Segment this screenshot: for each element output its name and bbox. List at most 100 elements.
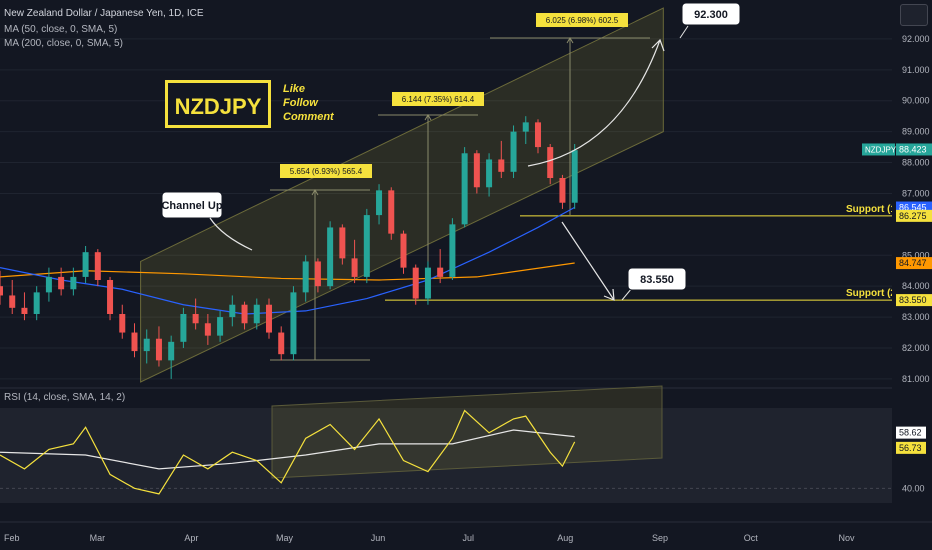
price-tag: 88.423 bbox=[899, 144, 927, 154]
candle-body bbox=[107, 280, 114, 314]
rsi-legend[interactable]: RSI (14, close, SMA, 14, 2) bbox=[4, 392, 126, 403]
candle-body bbox=[155, 338, 162, 361]
support1-label: Support (1) bbox=[846, 204, 899, 215]
candle-body bbox=[180, 314, 187, 342]
candle-body bbox=[265, 304, 272, 333]
price-tag: 86.545 bbox=[899, 203, 927, 213]
target-high-box bbox=[681, 2, 741, 26]
price-tick: 91.000 bbox=[902, 65, 930, 75]
candle-body bbox=[0, 286, 3, 296]
candle-body bbox=[94, 252, 101, 280]
channel-up-zone bbox=[140, 7, 664, 383]
candle-body bbox=[119, 314, 126, 333]
candle-body bbox=[498, 159, 505, 172]
candle-body bbox=[229, 304, 236, 318]
measure3-label: 6.025 (6.98%) 602.5 bbox=[546, 16, 619, 25]
candle-body bbox=[143, 338, 150, 352]
target-high-text: 92.300 bbox=[694, 9, 728, 21]
candle-body bbox=[363, 215, 370, 277]
rsi-signal-line bbox=[0, 429, 575, 470]
ma50-line bbox=[0, 206, 575, 315]
time-tick: Sep bbox=[652, 533, 668, 543]
candle-body bbox=[70, 276, 77, 290]
price-tick: 84.000 bbox=[902, 281, 930, 291]
candle-body bbox=[522, 122, 529, 132]
candle-body bbox=[192, 314, 199, 324]
candle-body bbox=[131, 332, 138, 352]
candle-body bbox=[437, 267, 444, 277]
rsi-tag: 56.73 bbox=[899, 443, 922, 453]
measure2-label: 6.144 (7.35%) 614.4 bbox=[402, 95, 475, 104]
symbol-tag-bg bbox=[862, 143, 895, 156]
candle-body bbox=[21, 307, 28, 314]
support2-label: Support (2) bbox=[846, 288, 899, 299]
candle-body bbox=[461, 153, 468, 225]
candle-body bbox=[339, 227, 346, 259]
badge-side-like: Like bbox=[283, 83, 305, 95]
candle-body bbox=[510, 131, 517, 172]
rsi-line bbox=[0, 409, 576, 495]
time-tick: May bbox=[276, 533, 294, 543]
candle-body bbox=[559, 178, 566, 203]
symbol-title: New Zealand Dollar / Japanese Yen, 1D, I… bbox=[4, 8, 204, 19]
candle-body bbox=[473, 153, 480, 188]
candle-body bbox=[204, 323, 211, 336]
price-tag-bg bbox=[896, 143, 932, 156]
price-tick: 87.000 bbox=[902, 188, 930, 198]
price-tag: 83.550 bbox=[899, 295, 927, 305]
time-tick: Apr bbox=[184, 533, 198, 543]
rsi-band bbox=[0, 408, 892, 503]
price-tick: 85.000 bbox=[902, 250, 930, 260]
price-tag-bg bbox=[896, 257, 932, 270]
candle-body bbox=[217, 317, 224, 336]
price-tick: 89.000 bbox=[902, 127, 930, 137]
candle-body bbox=[9, 295, 16, 308]
grid bbox=[0, 38, 892, 380]
channel-up-pointer bbox=[209, 217, 253, 251]
ma200-legend[interactable]: MA (200, close, 0, SMA, 5) bbox=[4, 38, 123, 49]
candle-body bbox=[388, 190, 395, 234]
candle-body bbox=[547, 147, 554, 178]
time-tick: Nov bbox=[838, 533, 855, 543]
time-tick: Feb bbox=[4, 533, 20, 543]
time-tick: Oct bbox=[744, 533, 759, 543]
candle-body bbox=[45, 276, 52, 293]
badge-side-follow: Follow bbox=[283, 97, 319, 109]
rsi-tag-bg bbox=[896, 426, 926, 439]
price-tick: 92.000 bbox=[902, 34, 930, 44]
candle-body bbox=[486, 159, 493, 188]
candles bbox=[0, 116, 578, 379]
time-tick: Jul bbox=[463, 533, 475, 543]
price-axis bbox=[892, 0, 932, 550]
price-tick: 81.000 bbox=[902, 374, 930, 384]
price-tick: 83.000 bbox=[902, 312, 930, 322]
candle-body bbox=[449, 224, 456, 277]
measure1-arrow bbox=[311, 189, 319, 196]
measure2-label-bg bbox=[392, 92, 484, 106]
layout-button[interactable] bbox=[900, 4, 928, 26]
candle-body bbox=[278, 332, 285, 355]
measure3-label-bg bbox=[536, 13, 628, 27]
candle-body bbox=[424, 267, 431, 299]
ma50-legend[interactable]: MA (50, close, 0, SMA, 5) bbox=[4, 24, 118, 35]
candle-body bbox=[571, 150, 578, 203]
candle-body bbox=[412, 267, 419, 299]
rsi-tag-bg bbox=[896, 441, 926, 454]
price-tag: 84.747 bbox=[899, 258, 927, 268]
price-tick: 90.000 bbox=[902, 96, 930, 106]
channel-up-callout-text: Channel Up bbox=[161, 200, 222, 212]
target-high-leader bbox=[679, 25, 689, 39]
rsi-channel-zone bbox=[271, 385, 663, 479]
candle-body bbox=[253, 304, 260, 324]
badge-text: NZDJPY bbox=[175, 94, 262, 119]
measure3-arrow bbox=[566, 37, 574, 44]
candle-body bbox=[33, 292, 40, 314]
price-tick: 82.000 bbox=[902, 343, 930, 353]
candle-body bbox=[82, 252, 89, 277]
time-tick: Mar bbox=[90, 533, 106, 543]
measure2-arrow bbox=[424, 114, 432, 121]
time-tick: Jun bbox=[371, 533, 386, 543]
projection-down-arrowhead bbox=[603, 288, 615, 301]
candle-body bbox=[534, 122, 541, 148]
